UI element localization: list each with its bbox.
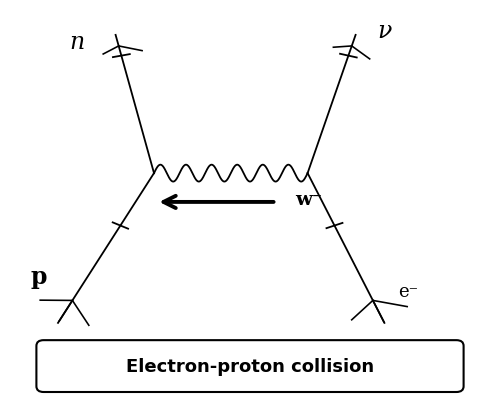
- Text: ν: ν: [377, 20, 392, 42]
- Text: p: p: [30, 265, 47, 289]
- FancyBboxPatch shape: [36, 340, 464, 392]
- Text: e⁻: e⁻: [398, 283, 418, 301]
- Text: n: n: [70, 31, 85, 54]
- Text: Electron-proton collision: Electron-proton collision: [126, 358, 374, 376]
- Text: w⁻: w⁻: [296, 191, 322, 209]
